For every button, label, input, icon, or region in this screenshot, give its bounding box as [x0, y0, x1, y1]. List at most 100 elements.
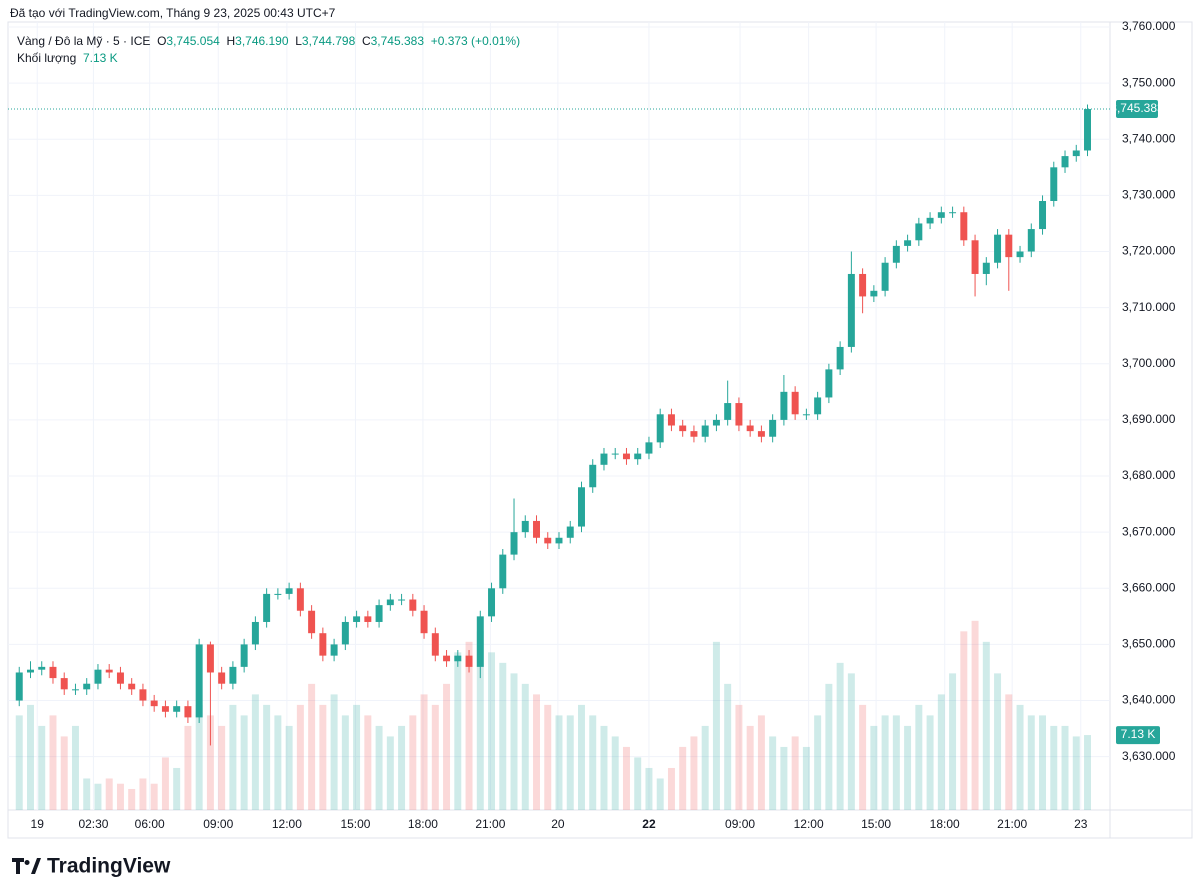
candle-body: [870, 290, 878, 297]
candle-layer: [15, 104, 1091, 746]
candle-body: [915, 223, 923, 241]
volume-value: 7.13 K: [82, 51, 118, 65]
c-value: 3,745.383: [370, 34, 425, 48]
y-tick-label: 3,660.000: [1122, 580, 1176, 594]
volume-bar: [330, 694, 338, 810]
volume-bar: [994, 673, 1002, 810]
candle-body: [420, 610, 428, 634]
x-tick-label: 15:00: [861, 817, 891, 831]
volume-bar: [746, 725, 754, 810]
volume-bar: [510, 673, 518, 810]
volume-bar: [488, 652, 496, 810]
volume-bar: [173, 767, 181, 810]
volume-bar: [251, 694, 259, 810]
volume-bar: [195, 704, 203, 810]
y-tick-label: 3,740.000: [1122, 131, 1176, 145]
candle-body: [510, 532, 518, 555]
candle-body: [341, 621, 349, 645]
last-price-badge: [1116, 100, 1158, 119]
volume-bar: [1005, 694, 1013, 810]
volume-bar: [971, 620, 979, 810]
candle-body: [139, 689, 147, 701]
candle-body: [476, 616, 484, 667]
volume-bar: [353, 704, 361, 810]
volume-bar: [49, 715, 57, 810]
candle-body: [330, 644, 338, 656]
volume-bar: [375, 725, 383, 810]
candle-body: [364, 616, 372, 622]
volume-bar: [578, 704, 585, 810]
candle-body: [240, 644, 248, 667]
volume-bar: [780, 746, 788, 810]
x-tick-label: 20: [551, 817, 565, 831]
volume-bar: [1027, 715, 1035, 810]
volume-bar: [836, 662, 844, 810]
volume-bar: [634, 757, 642, 810]
legend-row: Vàng / Đô la Mỹ · 5 · ICE O3,745.054 H3,…: [17, 34, 520, 48]
volume-bar: [206, 715, 214, 810]
volume-bar: [83, 778, 91, 810]
volume-bar: [937, 694, 945, 810]
volume-bar: [94, 783, 102, 810]
candle-body: [780, 391, 788, 420]
y-tick-label: 3,700.000: [1122, 356, 1176, 370]
volume-bar: [274, 715, 282, 810]
candle-body: [533, 520, 540, 538]
candle-body: [544, 537, 552, 544]
candle-body: [656, 414, 664, 443]
y-tick-label: 3,690.000: [1122, 412, 1176, 426]
x-tick-label: 15:00: [340, 817, 370, 831]
candle-body: [521, 520, 529, 533]
candle-body: [825, 369, 833, 398]
volume-bar: [701, 725, 709, 810]
volume-bar: [296, 704, 304, 810]
candle-body: [679, 425, 687, 432]
volume-bar: [814, 715, 822, 810]
l-value: 3,744.798: [301, 34, 356, 48]
volume-bar: [240, 715, 248, 810]
candle-body: [285, 588, 293, 594]
volume-legend: Khối lượng 7.13 K: [17, 51, 118, 65]
o-value: 3,745.054: [166, 34, 220, 48]
volume-bar: [859, 704, 867, 810]
brand: TradingView: [47, 855, 171, 878]
volume-bar: [319, 704, 327, 810]
h-value: 3,746.190: [235, 34, 289, 48]
volume-bar: [71, 725, 79, 810]
candle-body: [791, 391, 799, 415]
volume-bar: [667, 767, 675, 810]
candle-body: [38, 666, 46, 670]
volume-bar: [566, 715, 574, 810]
x-tick-label: 06:00: [135, 817, 165, 831]
candle-body: [465, 655, 473, 667]
candle-body: [499, 554, 507, 589]
x-tick-label: 22: [642, 817, 656, 831]
volume-bar: [218, 725, 226, 810]
candle-body: [746, 425, 754, 432]
y-tick-label: 3,750.000: [1122, 75, 1176, 89]
x-tick-label: 09:00: [725, 817, 755, 831]
volume-bar: [870, 725, 878, 810]
volume-bar: [712, 641, 720, 810]
volume-bar: [398, 725, 406, 810]
candle-body: [161, 706, 169, 712]
candle-body: [49, 666, 57, 679]
volume-bar: [521, 683, 529, 810]
volume-bar: [847, 673, 855, 810]
volume-bar: [443, 683, 451, 810]
candle-body: [589, 464, 597, 488]
y-tick-label: 3,630.000: [1122, 749, 1176, 763]
volume-bar: [116, 783, 124, 810]
x-tick-label: 09:00: [203, 817, 233, 831]
y-tick-label: 3,640.000: [1122, 693, 1176, 707]
candle-body: [27, 669, 34, 673]
axes: 3,630.000 3,640.000 3,650.000 3,660.000 3,67…: [8, 19, 1176, 831]
volume-bar: [15, 715, 23, 810]
volume-label: Khối lượng: [17, 51, 77, 65]
volume-bar: [735, 704, 743, 810]
volume-bar: [139, 778, 147, 810]
volume-bar: [600, 725, 608, 810]
candle-body: [263, 593, 271, 622]
y-tick-label: 3,650.000: [1122, 637, 1176, 651]
